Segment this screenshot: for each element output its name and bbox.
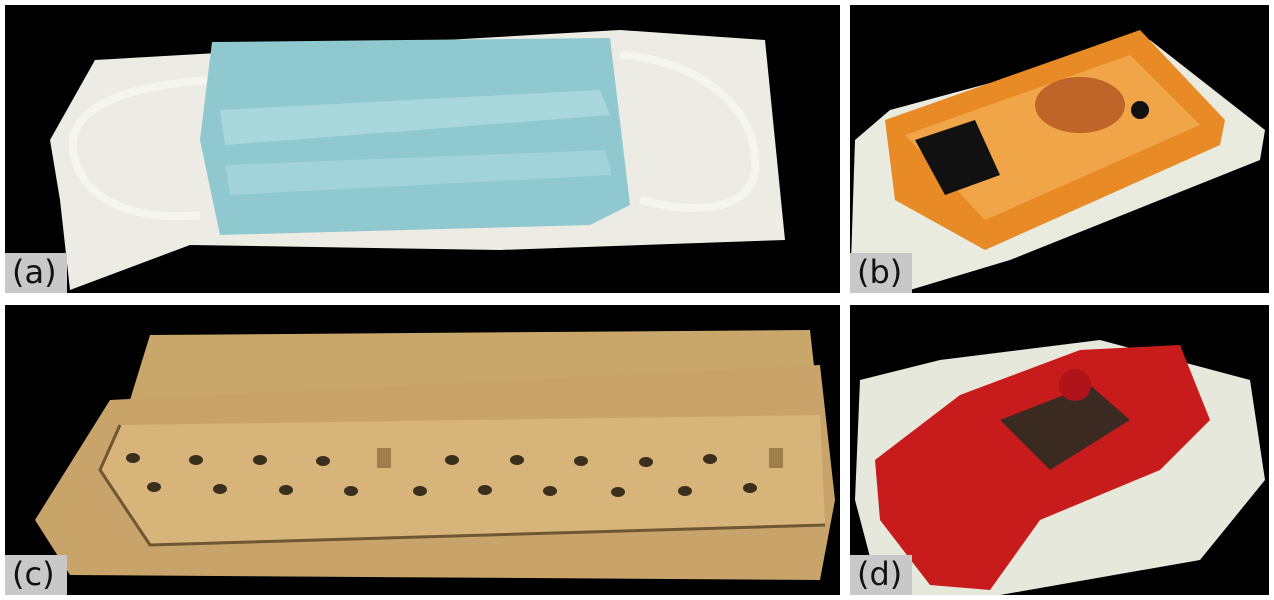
strip-top: [100, 415, 825, 545]
panel-label: (a): [12, 253, 57, 291]
panel-b: (b): [850, 5, 1269, 293]
panel-label: (b): [857, 253, 902, 291]
label-box: [850, 253, 912, 293]
ear-loop: [619, 51, 760, 212]
label-box: [850, 555, 912, 595]
car-body: [875, 345, 1210, 590]
mask-pleat: [225, 150, 612, 195]
panel-label: (d): [857, 555, 902, 593]
meter-display: [915, 120, 1000, 195]
panel-a: (a): [5, 5, 840, 293]
meter-dial: [1035, 77, 1125, 133]
label-box: [5, 555, 67, 595]
nut: [377, 448, 391, 468]
mask-pleat: [220, 90, 610, 145]
car-cockpit: [1000, 385, 1130, 470]
meter-jack: [1131, 101, 1149, 119]
ear-loop: [68, 76, 216, 221]
holes: [126, 453, 757, 497]
nut: [769, 448, 783, 468]
background-surface: [130, 330, 815, 400]
strip-edge: [98, 424, 826, 547]
driver: [1059, 369, 1091, 401]
panel-c: (c): [5, 305, 840, 595]
panel-d: (d): [850, 305, 1269, 595]
label-box: [5, 253, 67, 293]
panel-label: (c): [12, 555, 55, 593]
